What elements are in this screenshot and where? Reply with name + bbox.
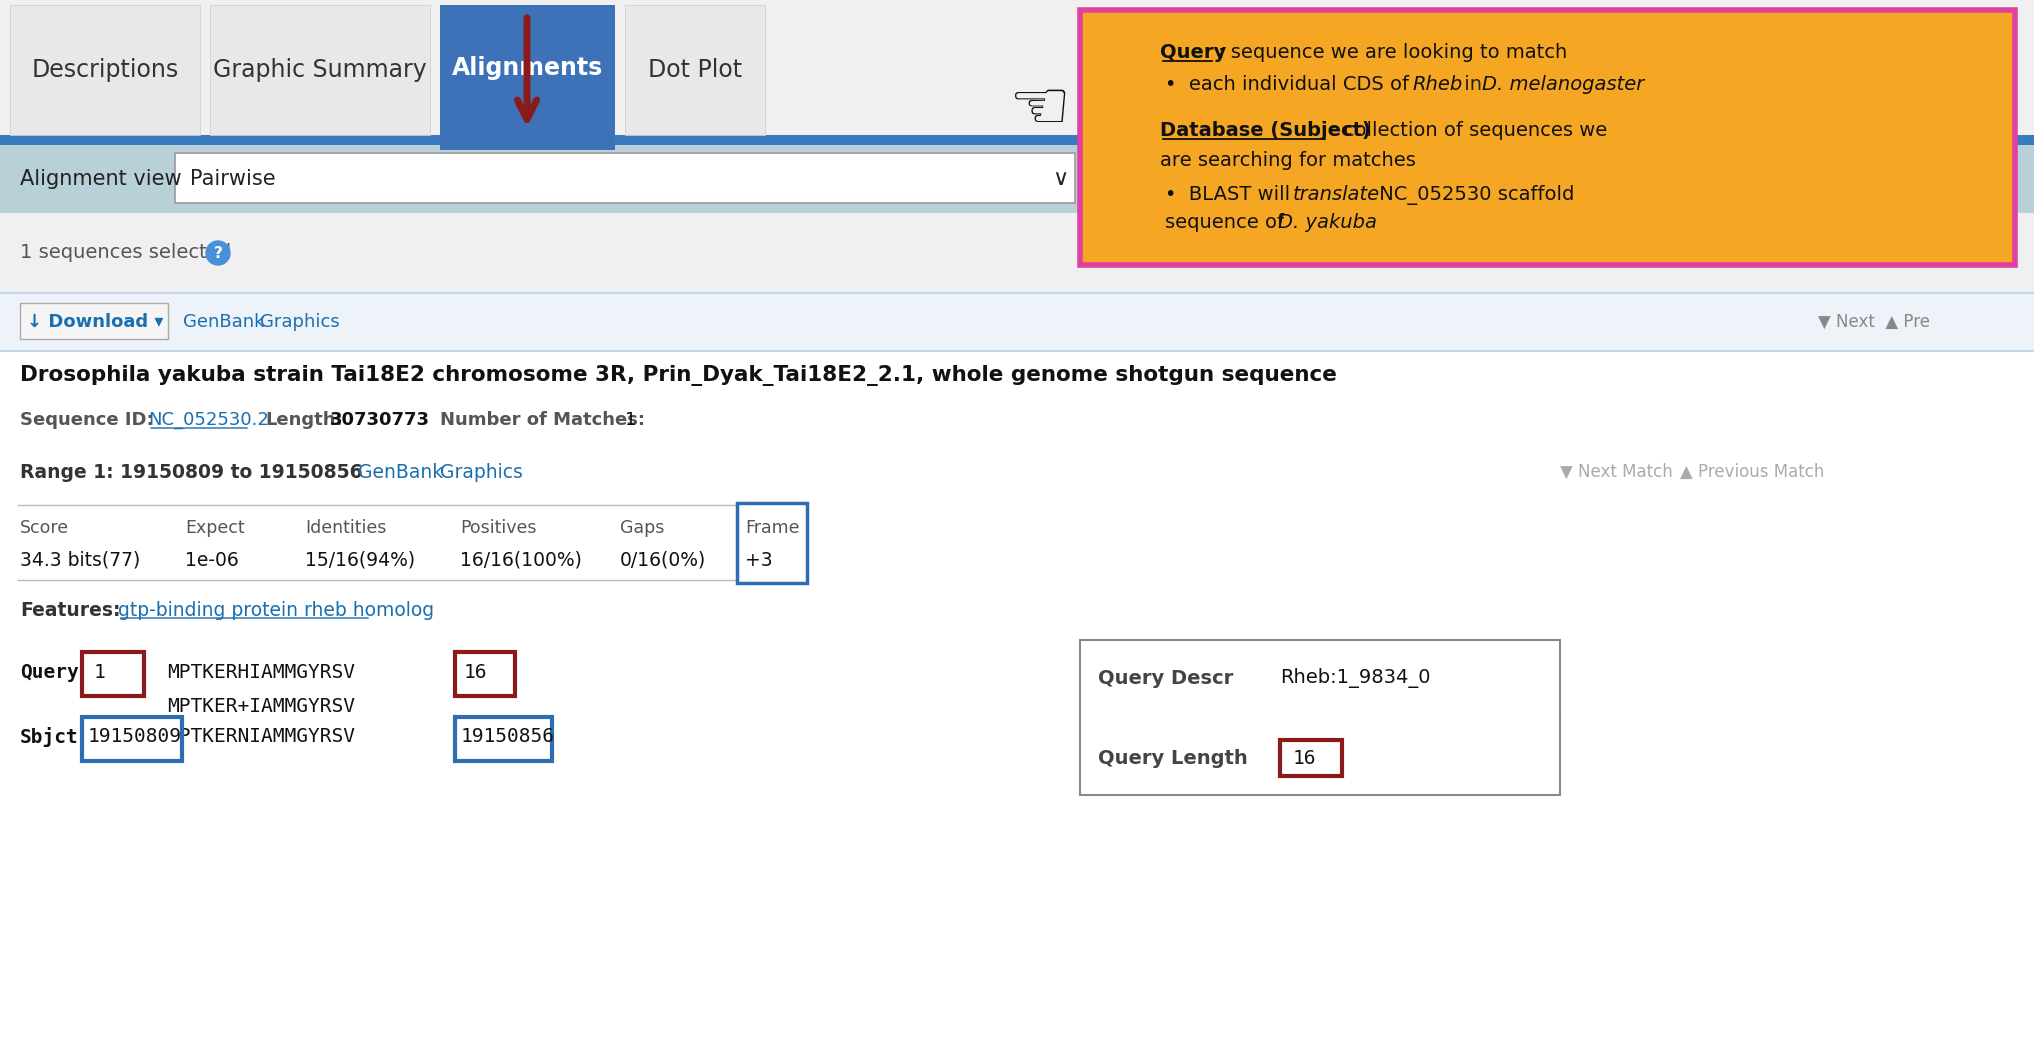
Text: Dot Plot: Dot Plot	[649, 58, 742, 82]
Text: ▲ Previous Match: ▲ Previous Match	[1680, 463, 1824, 480]
Text: Query Descr: Query Descr	[1098, 669, 1233, 687]
Circle shape	[205, 241, 230, 265]
Text: sequence of: sequence of	[1165, 213, 1290, 233]
Text: MPTKERNIAMMGYRSV: MPTKERNIAMMGYRSV	[167, 728, 356, 747]
FancyBboxPatch shape	[439, 5, 614, 150]
Text: 1 sequences selected: 1 sequences selected	[20, 243, 232, 262]
Text: •  each individual CDS of: • each individual CDS of	[1165, 76, 1416, 95]
Text: MPTKER+IAMMGYRSV: MPTKER+IAMMGYRSV	[167, 698, 356, 717]
Text: Gaps: Gaps	[620, 519, 665, 537]
Text: Rheb:1_9834_0: Rheb:1_9834_0	[1279, 668, 1430, 688]
Text: Frame: Frame	[744, 519, 799, 537]
Text: Positives: Positives	[460, 519, 537, 537]
FancyBboxPatch shape	[81, 717, 181, 761]
Text: +3: +3	[744, 550, 773, 570]
Text: Rheb: Rheb	[1412, 76, 1462, 95]
Text: : collection of sequences we: : collection of sequences we	[1330, 121, 1607, 139]
Text: Graphic Summary: Graphic Summary	[214, 58, 427, 82]
Text: MPTKERHIAMMGYRSV: MPTKERHIAMMGYRSV	[167, 662, 356, 681]
FancyBboxPatch shape	[20, 303, 169, 339]
Text: ☜: ☜	[1009, 77, 1072, 144]
Text: 19150809: 19150809	[87, 728, 181, 747]
FancyBboxPatch shape	[175, 153, 1076, 203]
Text: 0/16(0%): 0/16(0%)	[620, 550, 706, 570]
Text: Number of Matches:: Number of Matches:	[439, 411, 645, 428]
FancyBboxPatch shape	[1080, 640, 1560, 795]
Text: : sequence we are looking to match: : sequence we are looking to match	[1218, 43, 1568, 61]
Text: Database (Subject): Database (Subject)	[1159, 121, 1371, 139]
FancyBboxPatch shape	[1080, 10, 2016, 265]
Text: Sbjct: Sbjct	[20, 727, 79, 747]
Text: Query: Query	[1159, 43, 1227, 61]
FancyBboxPatch shape	[624, 5, 765, 135]
FancyBboxPatch shape	[736, 503, 807, 583]
Text: 16/16(100%): 16/16(100%)	[460, 550, 582, 570]
FancyBboxPatch shape	[81, 652, 144, 696]
Text: gtp-binding protein rheb homolog: gtp-binding protein rheb homolog	[118, 600, 433, 620]
Text: are searching for matches: are searching for matches	[1159, 151, 1416, 170]
Text: Range 1: 19150809 to 19150856: Range 1: 19150809 to 19150856	[20, 463, 362, 482]
Text: 16: 16	[464, 662, 488, 681]
Text: D. yakuba: D. yakuba	[1277, 213, 1377, 233]
Text: 34.3 bits(77): 34.3 bits(77)	[20, 550, 140, 570]
Text: Sequence ID:: Sequence ID:	[20, 411, 161, 428]
Text: •  BLAST will: • BLAST will	[1165, 185, 1296, 205]
Text: NC_052530.2: NC_052530.2	[148, 411, 268, 428]
Text: NC_052530 scaffold: NC_052530 scaffold	[1373, 185, 1574, 205]
Text: Alignments: Alignments	[452, 55, 604, 79]
Text: Features:: Features:	[20, 600, 120, 620]
FancyBboxPatch shape	[456, 652, 515, 696]
Text: ∨: ∨	[1052, 168, 1068, 189]
FancyBboxPatch shape	[0, 293, 2034, 350]
FancyBboxPatch shape	[456, 717, 551, 761]
Text: Query: Query	[20, 662, 79, 681]
FancyBboxPatch shape	[0, 213, 2034, 293]
Text: translate: translate	[1294, 185, 1381, 205]
Text: ▼ Next Match: ▼ Next Match	[1560, 463, 1672, 480]
Text: GenBank: GenBank	[358, 463, 443, 482]
Text: D. melanogaster: D. melanogaster	[1483, 76, 1643, 95]
Text: Graphics: Graphics	[260, 313, 340, 331]
Text: 30730773: 30730773	[330, 411, 429, 428]
FancyBboxPatch shape	[10, 5, 199, 135]
Text: Query Length: Query Length	[1098, 749, 1247, 768]
Text: ▼ Next  ▲ Pre: ▼ Next ▲ Pre	[1818, 313, 1930, 331]
Text: ?: ?	[214, 245, 222, 260]
Text: Expect: Expect	[185, 519, 244, 537]
Text: 16: 16	[1294, 749, 1316, 768]
Text: 1: 1	[94, 662, 106, 681]
Text: 15/16(94%): 15/16(94%)	[305, 550, 415, 570]
Text: Length:: Length:	[264, 411, 342, 428]
FancyBboxPatch shape	[0, 145, 2034, 213]
Text: ↓ Download ▾: ↓ Download ▾	[26, 313, 163, 331]
Text: Graphics: Graphics	[439, 463, 523, 482]
Text: Pairwise: Pairwise	[189, 168, 277, 189]
Text: Descriptions: Descriptions	[31, 58, 179, 82]
Text: in: in	[1458, 76, 1489, 95]
Text: Score: Score	[20, 519, 69, 537]
FancyBboxPatch shape	[0, 135, 2034, 145]
Text: 1e-06: 1e-06	[185, 550, 238, 570]
Text: 1: 1	[624, 411, 637, 428]
Text: Drosophila yakuba strain Tai18E2 chromosome 3R, Prin_Dyak_Tai18E2_2.1, whole gen: Drosophila yakuba strain Tai18E2 chromos…	[20, 365, 1336, 387]
Text: 19150856: 19150856	[462, 728, 555, 747]
Text: Identities: Identities	[305, 519, 386, 537]
Text: Alignment view: Alignment view	[20, 168, 181, 189]
FancyBboxPatch shape	[1279, 740, 1342, 776]
FancyBboxPatch shape	[210, 5, 429, 135]
Text: GenBank: GenBank	[183, 313, 264, 331]
FancyBboxPatch shape	[0, 0, 2034, 140]
